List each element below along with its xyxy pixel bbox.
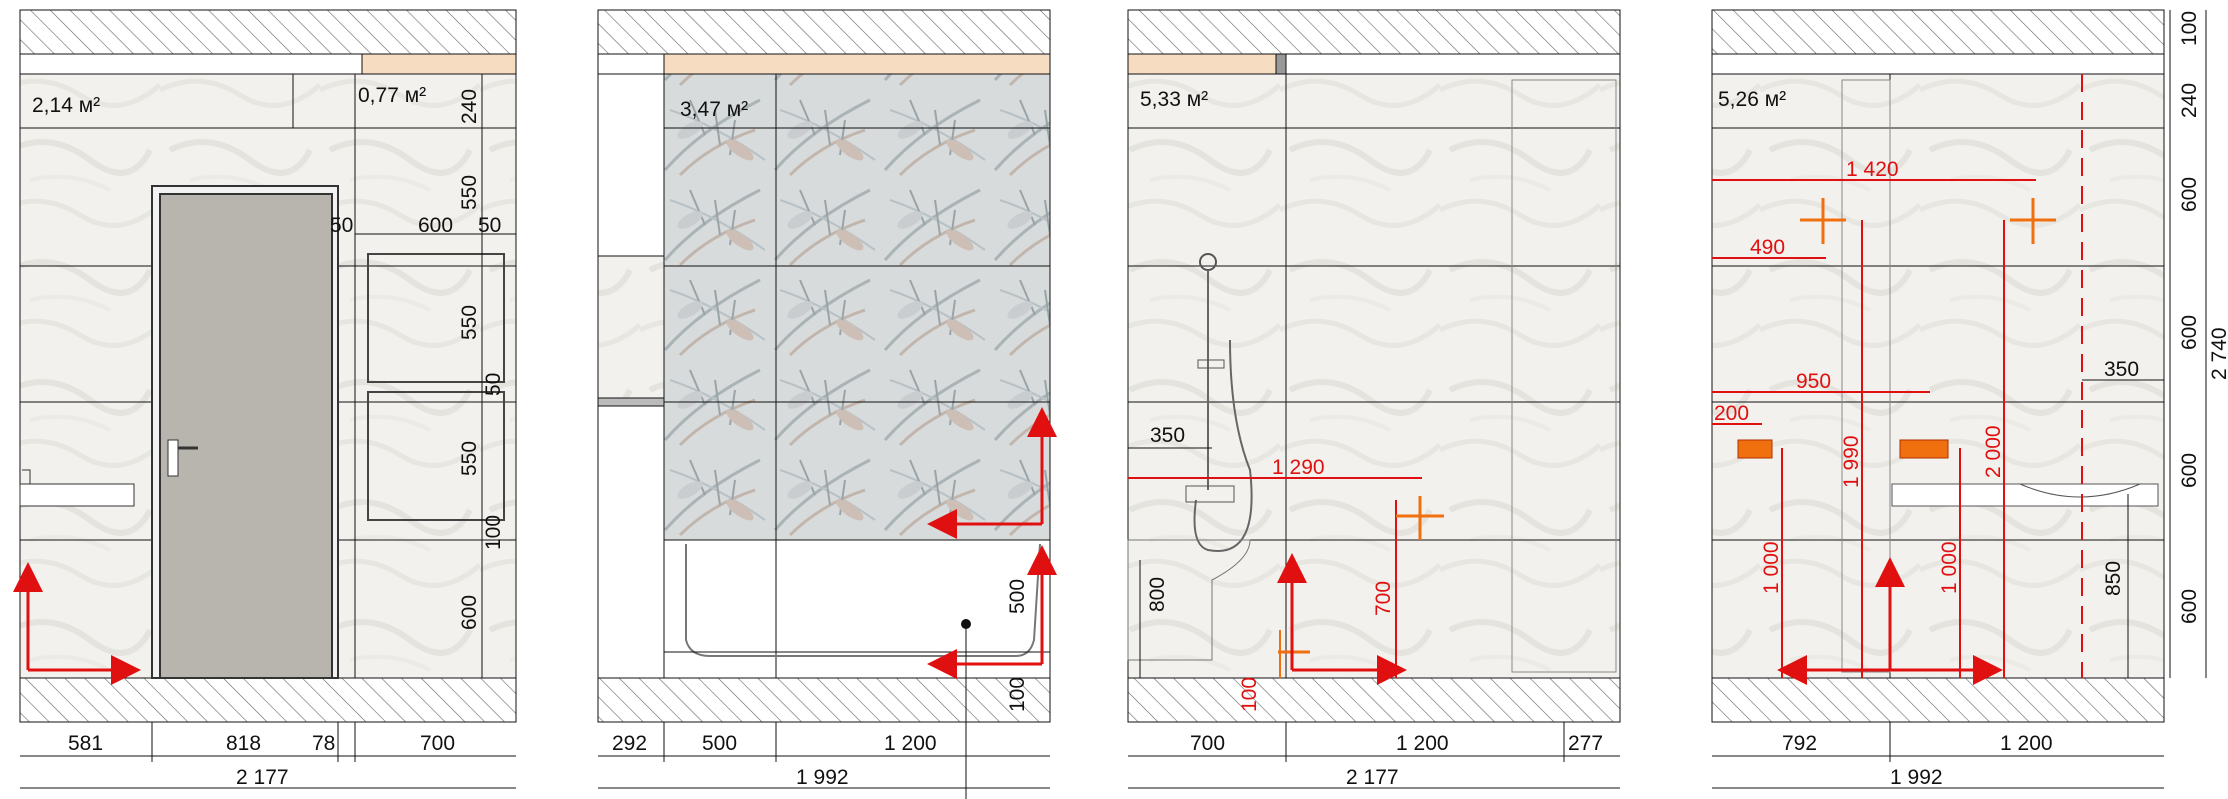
bathtub-icon: [685, 543, 1041, 657]
wall-elevation-1: 2,14 м² 0,77 м² 50 600 50 240 550 550 55…: [12, 9, 517, 789]
width-dim: 277: [1568, 732, 1603, 755]
red-dim: 490: [1750, 236, 1785, 259]
toilet-icon: [1127, 539, 1251, 661]
dim-label: 350: [1150, 424, 1185, 447]
dim-label: 350: [2104, 358, 2139, 381]
wall-elevation-2: 3,47 м² 500 100 292 500 1 200 1 992: [597, 9, 1057, 799]
sink-icon: [1891, 483, 2159, 507]
total-width-dim: 2 177: [236, 766, 289, 789]
width-dim: 700: [420, 732, 455, 755]
vertical-dim: 100: [2178, 11, 2201, 46]
width-dim: 292: [612, 732, 647, 755]
socket-icon: [1737, 439, 1773, 459]
area-label: 5,33 м²: [1140, 88, 1208, 111]
red-dim: 1 290: [1272, 456, 1325, 479]
niche-dim: 600: [418, 214, 453, 237]
vertical-dim: 240: [458, 89, 481, 124]
width-dim: 818: [226, 732, 261, 755]
wall-elevation-3: 5,33 м² 350 800 1 290 700 100 700 1 200 …: [1127, 9, 1621, 789]
vertical-dim: 50: [482, 373, 505, 396]
red-dim: 950: [1796, 370, 1831, 393]
red-dim: 1 420: [1846, 158, 1899, 181]
width-dim: 700: [1190, 732, 1225, 755]
vertical-dim: 600: [2178, 315, 2201, 350]
dim-label: 850: [2102, 561, 2125, 596]
wall-elevation-4: 5,26 м² 1 420 490 950 200 1 990 2 000 1 …: [1711, 9, 2228, 789]
vertical-dim: 600: [458, 595, 481, 630]
vertical-dim: 550: [458, 441, 481, 476]
vertical-dim: 600: [2178, 589, 2201, 624]
red-dim: 700: [1372, 581, 1395, 616]
red-dim: 1 000: [1760, 541, 1783, 594]
area-label: 3,47 м²: [680, 98, 748, 121]
red-dim: 2 000: [1982, 425, 2005, 478]
vertical-dim: 100: [482, 515, 505, 550]
vertical-dim: 600: [2178, 177, 2201, 212]
total-width-dim: 1 992: [1890, 766, 1943, 789]
red-dim: 1 000: [1938, 541, 1961, 594]
vertical-dim: 100: [1006, 677, 1029, 712]
total-width-dim: 2 177: [1346, 766, 1399, 789]
red-dim: 1 990: [1840, 435, 1863, 488]
vertical-dim: 550: [458, 175, 481, 210]
shower-icon: [1185, 253, 1253, 552]
niche-dim: 50: [478, 214, 501, 237]
red-dim: 200: [1714, 402, 1749, 425]
width-dim: 792: [1782, 732, 1817, 755]
width-dim: 1 200: [884, 732, 937, 755]
vertical-dim: 600: [2178, 453, 2201, 488]
sink-icon: [19, 483, 135, 507]
vertical-dim: 500: [1006, 579, 1029, 614]
niche-dim: 50: [330, 214, 353, 237]
total-height-dim: 2 740: [2208, 327, 2228, 380]
socket-icon: [1899, 439, 1949, 459]
width-dim: 1 200: [2000, 732, 2053, 755]
area-label-secondary: 0,77 м²: [358, 84, 426, 107]
area-label: 5,26 м²: [1718, 88, 1786, 111]
vertical-dim: 550: [458, 305, 481, 340]
width-dim: 581: [68, 732, 103, 755]
dim-label: 800: [1146, 577, 1169, 612]
area-label: 2,14 м²: [32, 94, 100, 117]
width-dim: 78: [312, 732, 335, 755]
red-dim: 100: [1238, 677, 1261, 712]
vertical-dim: 240: [2178, 83, 2201, 118]
width-dim: 500: [702, 732, 737, 755]
width-dim: 1 200: [1396, 732, 1449, 755]
total-width-dim: 1 992: [796, 766, 849, 789]
